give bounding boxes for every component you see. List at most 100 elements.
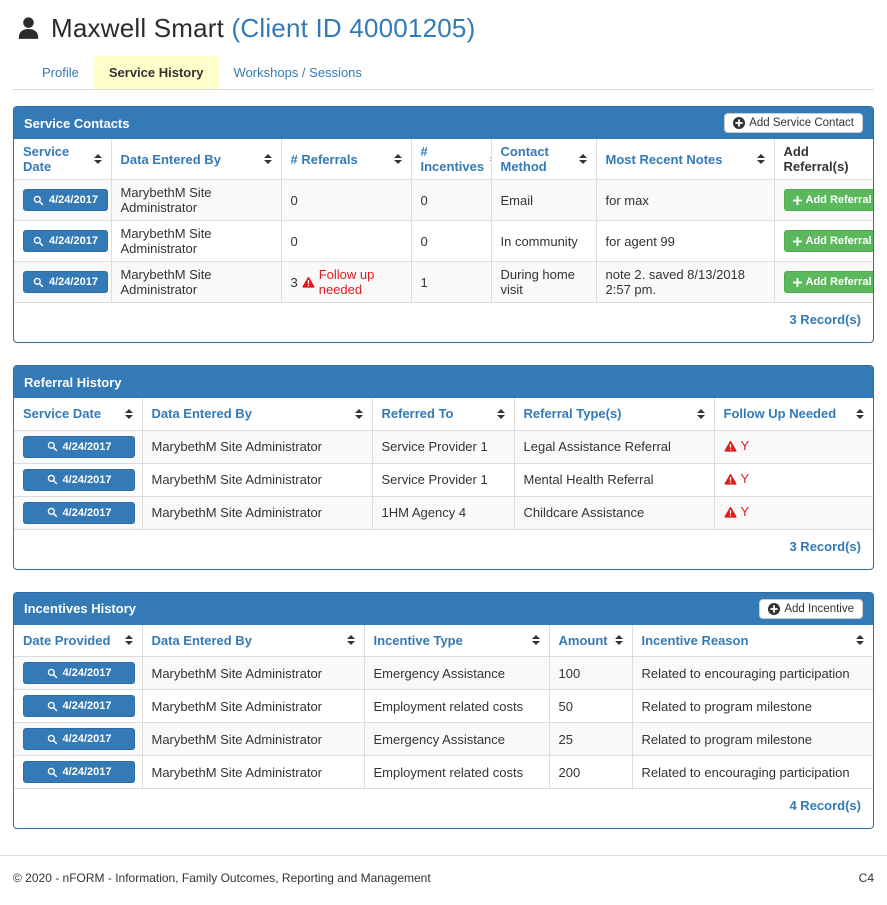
data-entered-by-cell: MarybethM Site Administrator (142, 496, 373, 530)
search-icon (47, 474, 58, 485)
search-icon (33, 277, 44, 288)
referral-type-cell: Legal Assistance Referral (514, 430, 715, 464)
sort-icon[interactable] (496, 408, 505, 419)
view-service-contact-button[interactable]: 4/24/2017 (23, 271, 108, 293)
data-entered-by-cell: MarybethM Site Administrator (111, 261, 282, 303)
plus-icon (792, 195, 802, 205)
column-header-service-date[interactable]: Service Date (14, 398, 143, 431)
client-tabs: Profile Service History Workshops / Sess… (13, 56, 874, 90)
incentives-history-table: Date Provided Data Entered By Incentive … (14, 624, 873, 789)
add-referral-button[interactable]: Add Referral (783, 271, 873, 293)
search-icon (47, 701, 58, 712)
table-row: 4/24/2017 MarybethM Site Administrator S… (14, 430, 873, 464)
incentive-type-cell: Employment related costs (364, 689, 550, 723)
follow-up-needed-cell: Y (714, 463, 873, 497)
search-icon (47, 767, 58, 778)
search-icon (33, 195, 44, 206)
tab-workshops-sessions[interactable]: Workshops / Sessions (233, 65, 362, 80)
incentive-type-cell: Employment related costs (364, 755, 550, 789)
panel-title: Referral History (24, 374, 122, 390)
view-service-contact-button[interactable]: 4/24/2017 (23, 230, 108, 252)
table-header-row: Service Date Data Entered By Referred To… (14, 398, 873, 431)
add-service-contact-button[interactable]: Add Service Contact (724, 113, 863, 133)
panel-title: Service Contacts (24, 115, 130, 131)
service-contacts-heading: Service Contacts Add Service Contact (14, 107, 873, 139)
warning-icon (302, 276, 315, 288)
table-row: 4/24/2017 MarybethM Site Administrator E… (14, 755, 873, 789)
add-referral-button[interactable]: Add Referral (783, 230, 873, 252)
column-header-add-referrals: Add Referral(s) (774, 139, 873, 180)
contact-method-cell: In community (491, 220, 597, 262)
sort-icon[interactable] (531, 635, 540, 646)
view-referral-button[interactable]: 4/24/2017 (23, 435, 135, 458)
table-row: 4/24/2017 MarybethM Site Administrator S… (14, 463, 873, 497)
column-header-num-referrals[interactable]: # Referrals (281, 139, 412, 180)
incentive-reason-cell: Related to encouraging participation (632, 755, 873, 789)
incentive-reason-cell: Related to encouraging participation (632, 656, 873, 690)
sort-icon[interactable] (756, 154, 765, 164)
column-header-most-recent-notes[interactable]: Most Recent Notes (596, 139, 775, 180)
follow-up-needed-cell: Y (714, 430, 873, 464)
referred-to-cell: 1HM Agency 4 (372, 496, 515, 530)
data-entered-by-cell: MarybethM Site Administrator (142, 463, 373, 497)
follow-up-warning-text: Follow up needed (318, 267, 375, 297)
warning-icon (723, 473, 737, 485)
column-header-referral-types[interactable]: Referral Type(s) (514, 398, 715, 431)
table-row: 4/24/2017 MarybethM Site Administrator 0… (14, 220, 873, 262)
referral-history-heading: Referral History (14, 366, 873, 398)
view-incentive-button[interactable]: 4/24/2017 (23, 728, 135, 750)
view-incentive-button[interactable]: 4/24/2017 (23, 695, 135, 717)
amount-cell: 50 (549, 689, 633, 723)
search-icon (33, 236, 44, 247)
sort-icon[interactable] (856, 635, 864, 646)
sort-icon[interactable] (614, 635, 623, 646)
sort-icon[interactable] (124, 635, 133, 646)
record-count: 3 Record(s) (789, 538, 861, 554)
table-header-row: Service Date Data Entered By # Referrals… (14, 139, 873, 180)
column-header-date-provided[interactable]: Date Provided (14, 624, 143, 657)
amount-cell: 25 (549, 722, 633, 756)
contact-method-cell: During home visit (491, 261, 597, 303)
client-header: Maxwell Smart (Client ID 40001205) (13, 10, 874, 52)
view-incentive-button[interactable]: 4/24/2017 (23, 761, 135, 783)
person-icon (15, 15, 42, 42)
column-header-contact-method[interactable]: Contact Method (491, 139, 597, 180)
view-incentive-button[interactable]: 4/24/2017 (23, 662, 135, 684)
num-referrals-cell: 3 Follow up needed (281, 261, 412, 303)
add-incentive-button[interactable]: Add Incentive (759, 598, 863, 619)
tab-profile[interactable]: Profile (42, 65, 79, 80)
tab-service-history[interactable]: Service History (93, 56, 219, 89)
view-referral-button[interactable]: 4/24/2017 (23, 501, 135, 524)
sort-icon[interactable] (93, 154, 102, 164)
view-service-contact-button[interactable]: 4/24/2017 (23, 189, 108, 211)
column-header-incentive-type[interactable]: Incentive Type (364, 624, 550, 657)
column-header-incentive-reason[interactable]: Incentive Reason (632, 624, 873, 657)
view-referral-button[interactable]: 4/24/2017 (23, 468, 135, 491)
sort-icon[interactable] (346, 635, 355, 646)
sort-icon[interactable] (354, 408, 363, 419)
sort-icon[interactable] (578, 154, 587, 164)
column-header-data-entered-by[interactable]: Data Entered By (142, 398, 373, 431)
table-row: 4/24/2017 MarybethM Site Administrator 0… (14, 179, 873, 221)
data-entered-by-cell: MarybethM Site Administrator (142, 722, 365, 756)
sort-icon[interactable] (393, 154, 402, 164)
warning-icon (723, 440, 737, 452)
incentives-history-heading: Incentives History Add Incentive (14, 592, 873, 625)
sort-icon[interactable] (696, 408, 705, 419)
add-referral-button[interactable]: Add Referral (783, 189, 873, 211)
data-entered-by-cell: MarybethM Site Administrator (111, 220, 282, 262)
sort-icon[interactable] (856, 408, 864, 419)
column-header-data-entered-by[interactable]: Data Entered By (142, 624, 365, 657)
sort-icon[interactable] (263, 154, 272, 164)
num-referrals-cell: 0 (281, 220, 412, 262)
column-header-amount[interactable]: Amount (549, 624, 633, 657)
column-header-service-date[interactable]: Service Date (14, 139, 112, 180)
column-header-referred-to[interactable]: Referred To (372, 398, 515, 431)
sort-icon[interactable] (124, 408, 133, 419)
column-header-data-entered-by[interactable]: Data Entered By (111, 139, 282, 180)
column-header-num-incentives[interactable]: # Incentives (411, 139, 492, 180)
referred-to-cell: Service Provider 1 (372, 430, 515, 464)
search-icon (47, 734, 58, 745)
column-header-follow-up-needed[interactable]: Follow Up Needed (714, 398, 873, 431)
client-service-history-page: Maxwell Smart (Client ID 40001205) Profi… (13, 10, 874, 829)
